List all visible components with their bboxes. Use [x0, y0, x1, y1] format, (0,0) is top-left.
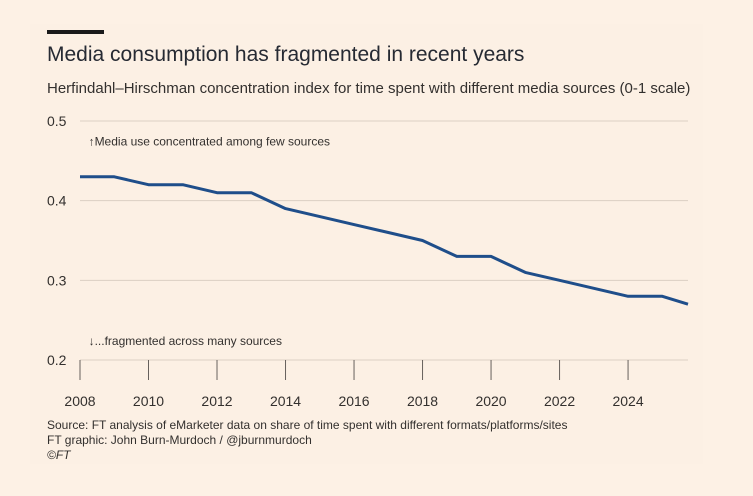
series: [80, 175, 689, 306]
copyright: ©FT: [47, 448, 71, 462]
source-note: Source: FT analysis of eMarketer data on…: [47, 418, 568, 432]
chart-title: Media consumption has fragmented in rece…: [47, 43, 525, 66]
x-tick-label: 2022: [544, 393, 575, 409]
x-tick-label: 2008: [64, 393, 95, 409]
chart-panel: [30, 24, 703, 464]
x-tick-label: 2010: [133, 393, 164, 409]
x-tick-label: 2014: [270, 393, 301, 409]
chart-annotation: ↓...fragmented across many sources: [89, 334, 282, 348]
x-tick-label: 2020: [475, 393, 506, 409]
title-rule: [47, 30, 104, 34]
y-tick-label: 0.5: [47, 113, 67, 129]
chart-annotation: ↑Media use concentrated among few source…: [89, 135, 330, 149]
gridlines: 0.2 0.3 0.4 0.5: [47, 113, 688, 368]
x-tick-label: 2024: [612, 393, 643, 409]
chart-subtitle: Herfindahl–Hirschman concentration index…: [47, 80, 691, 97]
y-tick-label: 0.3: [47, 272, 67, 288]
footer: Source: FT analysis of eMarketer data on…: [47, 418, 567, 463]
x-tick-label: 2016: [338, 393, 369, 409]
annotations: ↑Media use concentrated among few source…: [89, 135, 330, 348]
x-tick-label: 2012: [201, 393, 232, 409]
x-tick-label: 2018: [407, 393, 438, 409]
series-line-hhi: [80, 175, 689, 306]
graphic-credit: FT graphic: John Burn-Murdoch / @jburnmu…: [47, 433, 312, 447]
y-tick-label: 0.2: [47, 352, 67, 368]
y-tick-label: 0.4: [47, 193, 67, 209]
x-axis: 2008 2010 2012 2014 2016 2018 2020 2022 2024: [64, 360, 644, 409]
